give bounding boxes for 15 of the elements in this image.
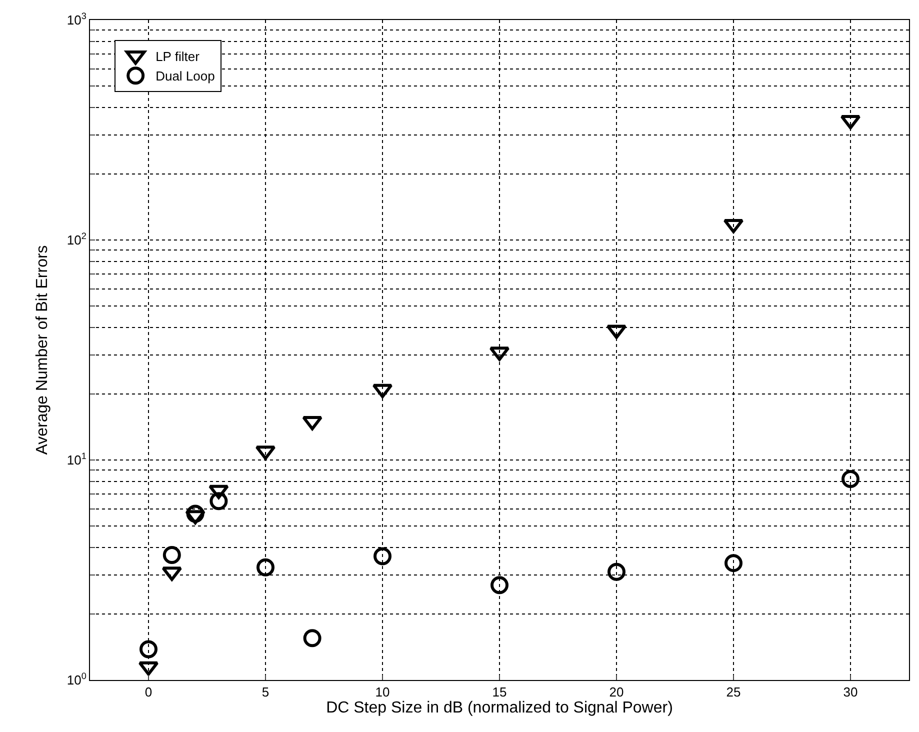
legend-label: LP filter	[156, 48, 200, 64]
x-tick-label: 30	[843, 684, 858, 700]
x-tick-label: 0	[144, 684, 152, 700]
y-tick-label: 10$^{3}$	[66, 11, 86, 28]
x-tick-label: 5	[262, 684, 270, 700]
y-tick-label: 10$^{2}$	[66, 231, 86, 248]
y-axis-title: Average Number of Bit Errors	[34, 245, 51, 455]
x-axis-title: DC Step Size in dB (normalized to Signal Power)	[326, 700, 673, 717]
y-tick-label: 10$^{1}$	[66, 451, 86, 468]
x-tick-label: 15	[492, 684, 507, 700]
y-tick-label: 10$^{0}$	[66, 671, 86, 688]
x-tick-label: 20	[609, 684, 624, 700]
x-tick-label: 25	[726, 684, 741, 700]
x-tick-label: 10	[375, 684, 390, 700]
legend-label: Dual Loop	[156, 68, 215, 84]
